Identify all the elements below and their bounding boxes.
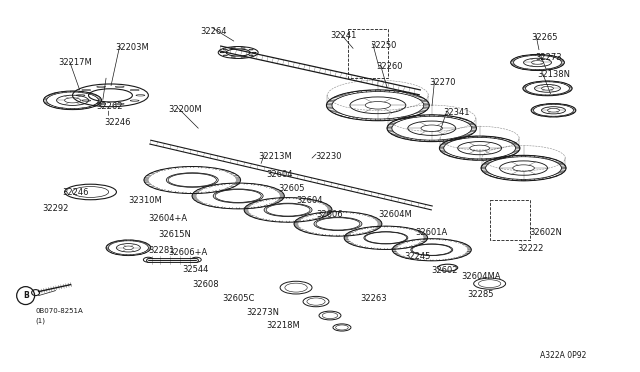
Text: 32250: 32250 bbox=[370, 41, 396, 49]
Text: 32615N: 32615N bbox=[158, 230, 191, 239]
Text: 32245: 32245 bbox=[404, 252, 430, 261]
Text: 32273: 32273 bbox=[536, 52, 562, 61]
Text: 32601A: 32601A bbox=[416, 228, 448, 237]
Text: 32263: 32263 bbox=[360, 294, 387, 302]
Text: 32341: 32341 bbox=[444, 108, 470, 117]
Text: 32138N: 32138N bbox=[538, 70, 570, 80]
Text: 32246: 32246 bbox=[63, 188, 89, 197]
Text: 32606+A: 32606+A bbox=[168, 248, 207, 257]
Text: 32222: 32222 bbox=[518, 244, 544, 253]
Text: 32285: 32285 bbox=[468, 290, 494, 299]
Text: 32264: 32264 bbox=[200, 26, 227, 36]
Text: 32260: 32260 bbox=[376, 62, 403, 71]
Text: (1): (1) bbox=[36, 318, 45, 324]
Text: 32281: 32281 bbox=[148, 246, 175, 255]
Text: 32265: 32265 bbox=[532, 33, 558, 42]
Text: 32241: 32241 bbox=[330, 31, 356, 39]
Text: 32604M: 32604M bbox=[378, 210, 412, 219]
Text: 32262: 32262 bbox=[97, 102, 123, 111]
Text: 32605: 32605 bbox=[278, 184, 305, 193]
Text: 32604: 32604 bbox=[266, 170, 292, 179]
Text: 32292: 32292 bbox=[43, 204, 69, 213]
Text: A322A 0P92: A322A 0P92 bbox=[540, 352, 586, 360]
Text: 32605C: 32605C bbox=[222, 294, 255, 302]
Text: B: B bbox=[23, 291, 29, 300]
Text: 32602N: 32602N bbox=[529, 228, 563, 237]
Text: 32218M: 32218M bbox=[266, 321, 300, 330]
Text: 32606: 32606 bbox=[316, 210, 342, 219]
Text: 32604+A: 32604+A bbox=[148, 214, 188, 223]
Text: 32203M: 32203M bbox=[115, 42, 149, 52]
Text: 32213M: 32213M bbox=[258, 152, 292, 161]
Text: 32200M: 32200M bbox=[168, 105, 202, 114]
Text: 32604MA: 32604MA bbox=[461, 272, 501, 281]
Text: 32246: 32246 bbox=[104, 118, 131, 127]
Text: 32217M: 32217M bbox=[59, 58, 92, 67]
Text: 32310M: 32310M bbox=[129, 196, 162, 205]
Text: 32230: 32230 bbox=[315, 152, 342, 161]
Text: 0B070-8251A: 0B070-8251A bbox=[36, 308, 83, 314]
Text: 32608: 32608 bbox=[192, 280, 219, 289]
Text: 32273N: 32273N bbox=[246, 308, 279, 317]
Text: 32604: 32604 bbox=[296, 196, 323, 205]
Text: 32544: 32544 bbox=[182, 265, 209, 274]
Text: 32270: 32270 bbox=[430, 78, 456, 87]
Text: 32602: 32602 bbox=[432, 266, 458, 275]
